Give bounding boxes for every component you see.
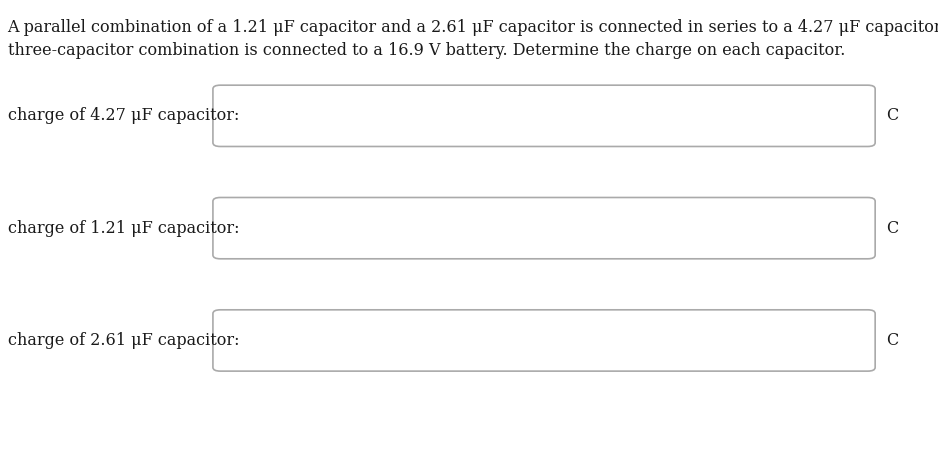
Text: C: C [886, 219, 899, 237]
Text: charge of 2.61 μF capacitor:: charge of 2.61 μF capacitor: [8, 332, 239, 349]
Text: charge of 4.27 μF capacitor:: charge of 4.27 μF capacitor: [8, 107, 239, 124]
FancyBboxPatch shape [213, 197, 875, 259]
Text: C: C [886, 332, 899, 349]
Text: A parallel combination of a 1.21 μF capacitor and a 2.61 μF capacitor is connect: A parallel combination of a 1.21 μF capa… [8, 19, 938, 59]
FancyBboxPatch shape [213, 310, 875, 371]
FancyBboxPatch shape [213, 85, 875, 146]
Text: C: C [886, 107, 899, 124]
Text: charge of 1.21 μF capacitor:: charge of 1.21 μF capacitor: [8, 219, 239, 237]
